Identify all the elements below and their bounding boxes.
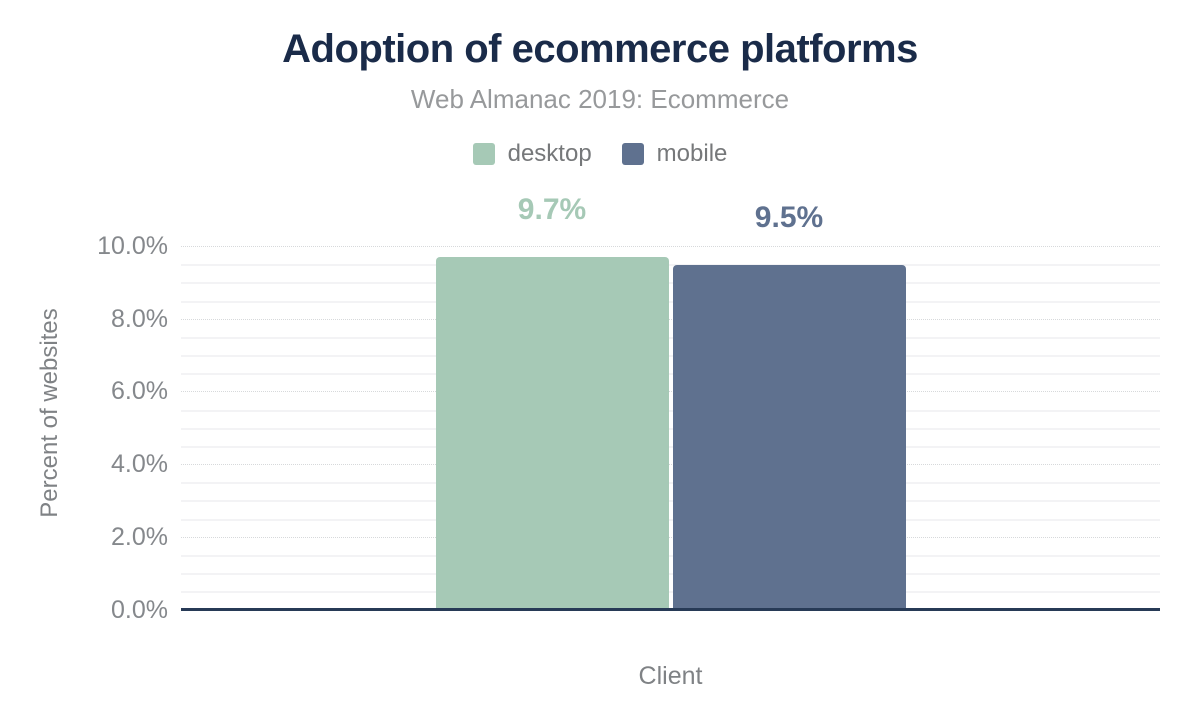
mobile-legend-swatch	[621, 143, 644, 165]
gridline-minor	[181, 355, 1160, 358]
gridline-minor	[181, 427, 1160, 430]
gridline-minor	[181, 373, 1160, 376]
bar-value-label-desktop: 9.7%	[517, 193, 587, 227]
y-tick-label: 4.0%	[111, 450, 168, 479]
gridline-major	[181, 536, 1160, 538]
gridline-minor	[181, 482, 1160, 485]
y-tick-label: 0.0%	[111, 595, 168, 624]
x-axis-title: Client	[638, 662, 703, 690]
y-tick-label: 2.0%	[111, 522, 168, 551]
gridline-minor	[181, 300, 1160, 303]
bar-mobile[interactable]	[672, 264, 906, 610]
gridline-minor	[181, 500, 1160, 503]
legend: desktop mobile	[0, 140, 1200, 168]
gridline-major	[181, 246, 1160, 247]
bar-value-label-mobile: 9.5%	[754, 200, 824, 234]
gridline-minor	[181, 336, 1160, 339]
gridline-minor	[181, 264, 1160, 267]
legend-label-mobile: mobile	[656, 140, 728, 167]
y-tick-label: 10.0%	[97, 232, 168, 260]
gridline-minor	[181, 445, 1160, 448]
chart-subtitle: Web Almanac 2019: Ecommerce	[410, 84, 790, 114]
gridline-minor	[181, 409, 1160, 412]
legend-item-mobile: mobile	[621, 140, 728, 168]
y-tick-label: 8.0%	[111, 304, 168, 333]
legend-item-desktop: desktop	[472, 140, 592, 168]
gridline-minor	[181, 518, 1160, 521]
chart-header: Adoption of ecommerce platforms Web Alma…	[0, 0, 1200, 168]
gridline-minor	[181, 591, 1160, 594]
gridline-minor	[181, 282, 1160, 285]
gridline-major	[181, 464, 1160, 466]
legend-label-desktop: desktop	[507, 140, 592, 167]
chart-title: Adoption of ecommerce platforms	[282, 27, 918, 71]
gridline-minor	[181, 573, 1160, 576]
gridline-major	[181, 391, 1160, 393]
y-axis-tick-labels: 0.0% 2.0% 4.0% 6.0% 8.0% 10.0%	[0, 0, 168, 726]
plot-area: 9.7% 9.5%	[181, 194, 1160, 610]
bar-desktop[interactable]	[435, 257, 669, 610]
y-tick-label: 6.0%	[111, 377, 168, 406]
gridline-minor	[181, 554, 1160, 557]
gridline-major	[181, 318, 1160, 320]
x-axis-baseline	[181, 608, 1160, 611]
desktop-legend-swatch	[472, 143, 495, 165]
